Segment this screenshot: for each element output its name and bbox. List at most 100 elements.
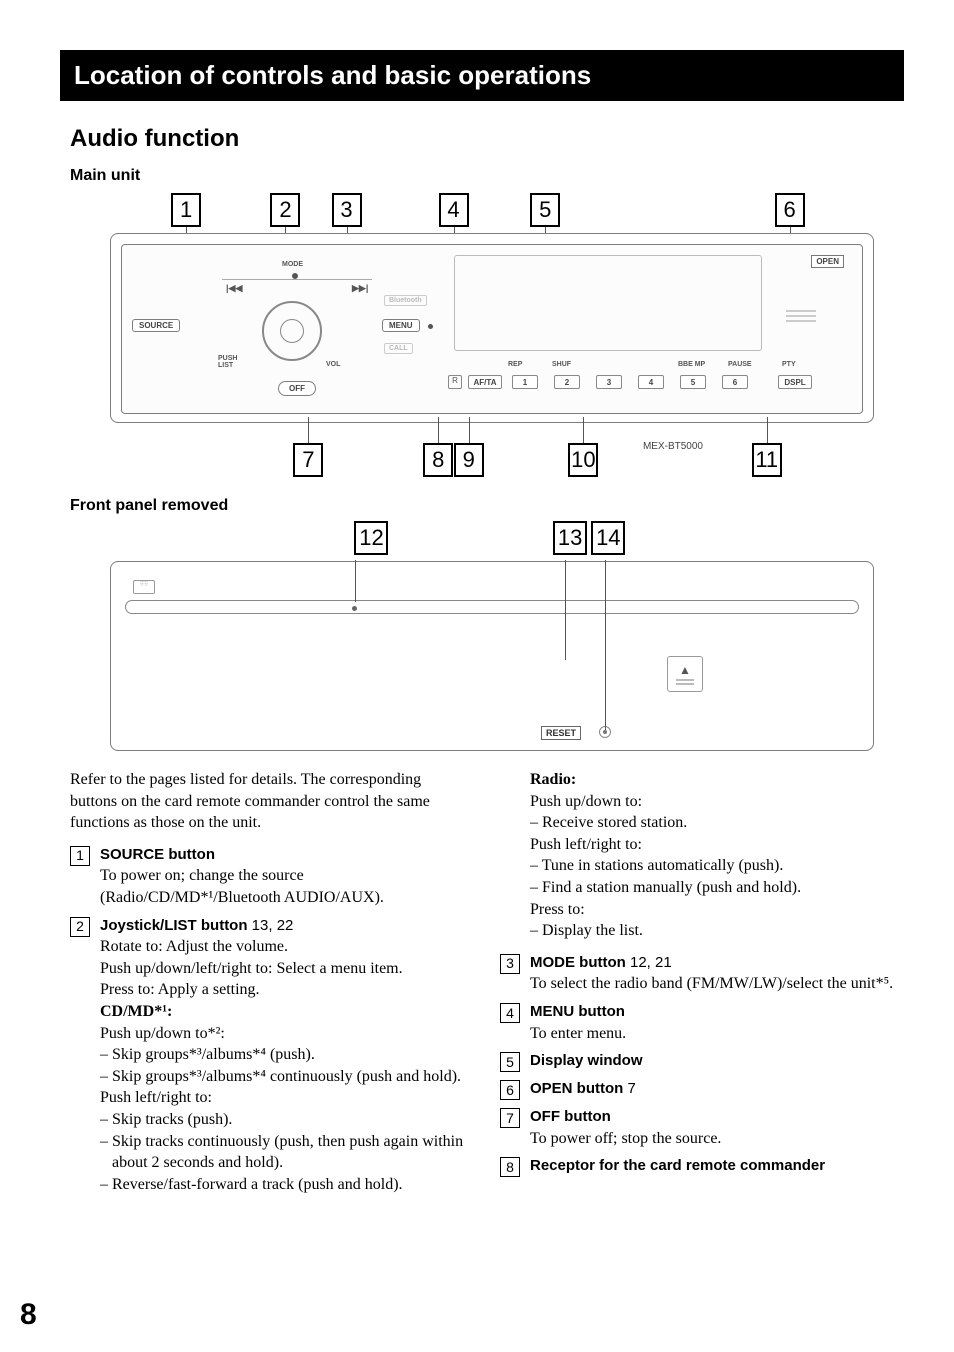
audio-function-title: Audio function [70,125,894,153]
item-sublabel: CD/MD*¹: [100,1001,464,1023]
callout-9: 9 [454,443,484,477]
joystick-dial [262,301,322,361]
preset-button-4: 4 [638,375,664,389]
callout-4: 4 [439,193,469,227]
front-removed-diagram: ⠿⠿ ▲ RESET [110,561,874,751]
connector-icon: ⠿⠿ [133,580,155,594]
bluetooth-label: Bluetooth [384,295,427,306]
item-heading: OPEN button 7 [530,1078,894,1100]
callout-11: 11 [752,443,782,477]
menu-button: MENU [382,319,420,332]
callout-3: 3 [332,193,362,227]
callout-5: 5 [530,193,560,227]
callout-2: 2 [270,193,300,227]
vol-label: VOL [326,361,340,368]
item-5: 5 Display window [500,1050,894,1072]
shuf-label: SHUF [552,361,571,368]
next-icon: ▶▶| [352,283,368,294]
push-list-label: PUSH LIST [218,355,237,369]
radio-line: Push up/down to: [530,791,894,813]
prev-icon: |◀◀ [226,283,242,294]
item-line: – Skip tracks (push). [100,1109,464,1131]
item-heading: SOURCE button [100,844,464,866]
item-description: To enter menu. [530,1023,894,1045]
main-unit-title: Main unit [70,167,894,185]
radio-line: – Display the list. [530,920,894,942]
callout-7: 7 [293,443,323,477]
radio-line: – Tune in stations automatically (push). [530,855,894,877]
eject-button: ▲ [667,656,703,692]
description-body: Refer to the pages listed for details. T… [70,769,894,1201]
item-description: Rotate to: Adjust the volume. Push up/do… [100,936,464,1001]
cd-slot [125,600,859,614]
item-1: 1 SOURCE buttonTo power on; change the so… [70,844,464,909]
bbemp-label: BBE MP [678,361,705,368]
item-number: 4 [500,1003,520,1023]
item-number: 1 [70,846,90,866]
radio-line: Push left/right to: [530,834,894,856]
item-description: To select the radio band (FM/MW/LW)/sele… [530,973,894,995]
item-number: 3 [500,954,520,974]
item-line: – Skip tracks continuously (push, then p… [100,1131,464,1174]
rep-label: REP [508,361,522,368]
front-removed-title: Front panel removed [70,497,894,515]
item-number: 8 [500,1157,520,1177]
radio-line: – Find a station manually (push and hold… [530,877,894,899]
receptor-icon: R [448,375,462,389]
item-description: To power off; stop the source. [530,1128,894,1150]
main-unit-diagram: 123456 SOURCE MODE |◀◀ ▶▶| PUSH LIST VOL… [110,193,874,483]
item-line: – Skip groups*³/albums*⁴ continuously (p… [100,1066,464,1088]
item-line: – Reverse/fast-forward a track (push and… [100,1174,464,1196]
afta-button: AF/TA [468,375,502,389]
reset-label: RESET [541,726,581,740]
callout-8: 8 [423,443,453,477]
item-heading: Joystick/LIST button 13, 22 [100,915,464,937]
item-heading: MENU button [530,1001,894,1023]
section-header: Location of controls and basic operation… [60,50,904,101]
pty-label: PTY [782,361,796,368]
call-label: CALL [384,343,413,354]
callout-6: 6 [775,193,805,227]
item-6: 6 OPEN button 7 [500,1078,894,1100]
item-2: 2 Joystick/LIST button 13, 22Rotate to: A… [70,915,464,1196]
item-line: – Skip groups*³/albums*⁴ (push). [100,1044,464,1066]
item-number: 6 [500,1080,520,1100]
item-3: 3 MODE button 12, 21To select the radio b… [500,952,894,995]
item-7: 7 OFF buttonTo power off; stop the source… [500,1106,894,1149]
callout-14: 14 [591,521,625,555]
preset-button-6: 6 [722,375,748,389]
callout-1: 1 [171,193,201,227]
item-heading: Receptor for the card remote commander [530,1155,894,1177]
preset-button-5: 5 [680,375,706,389]
unit-outline: SOURCE MODE |◀◀ ▶▶| PUSH LIST VOL Blueto… [110,233,874,423]
off-button: OFF [278,381,316,396]
item-description: To power on; change the source (Radio/CD… [100,865,464,908]
item-heading: MODE button 12, 21 [530,952,894,974]
callout-12: 12 [354,521,388,555]
pause-label: PAUSE [728,361,752,368]
preset-button-3: 3 [596,375,622,389]
radio-sublabel: Radio: [530,769,894,791]
item-heading: Display window [530,1050,894,1072]
item-number: 5 [500,1052,520,1072]
item-number: 2 [70,917,90,937]
item-4: 4 MENU buttonTo enter menu. [500,1001,894,1044]
preset-button-1: 1 [512,375,538,389]
display-window [454,255,762,351]
radio-line: Press to: [530,899,894,921]
preset-button-2: 2 [554,375,580,389]
callout-13: 13 [553,521,587,555]
radio-line: – Receive stored station. [530,812,894,834]
source-button: SOURCE [132,319,180,332]
item-heading: OFF button [530,1106,894,1128]
item-line: Push left/right to: [100,1087,464,1109]
intro-text: Refer to the pages listed for details. T… [70,769,464,834]
callout-10: 10 [568,443,598,477]
dspl-button: DSPL [778,375,812,389]
item-number: 7 [500,1108,520,1128]
item-8: 8 Receptor for the card remote commander [500,1155,894,1177]
mode-label: MODE [282,261,303,268]
open-button: OPEN [811,255,844,268]
item-line: Push up/down to*²: [100,1023,464,1045]
media-slot-icon [786,307,816,325]
